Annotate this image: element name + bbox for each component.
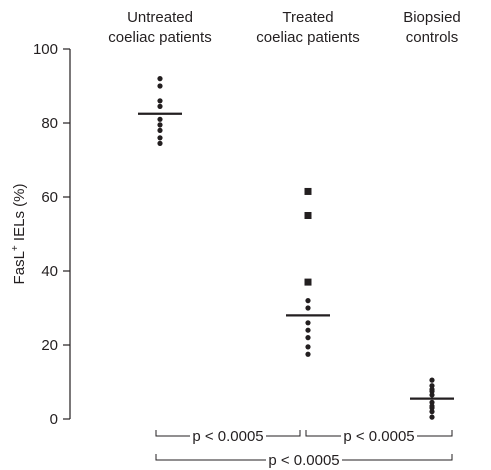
median-lines xyxy=(138,112,454,400)
group-labels: Untreated coeliac patients Treated coeliac … xyxy=(108,9,460,46)
y-tick-label: 100 xyxy=(33,41,58,58)
y-tick-label: 80 xyxy=(41,115,58,132)
data-point xyxy=(305,327,311,333)
data-point xyxy=(305,335,311,341)
data-point-square xyxy=(304,212,312,219)
data-point xyxy=(305,351,311,357)
data-point xyxy=(305,320,311,326)
data-points xyxy=(157,76,435,420)
p-value-label: p < 0.0005 xyxy=(343,428,414,445)
data-point xyxy=(157,122,163,128)
group-label: coeliac patients xyxy=(256,29,359,46)
p-value-label: p < 0.0005 xyxy=(268,452,339,469)
bracket-right xyxy=(342,454,453,461)
data-point xyxy=(157,116,163,122)
data-point xyxy=(429,409,435,415)
y-tick-label: 20 xyxy=(41,337,58,354)
bracket-left xyxy=(305,430,341,437)
data-point xyxy=(429,383,435,389)
data-point xyxy=(305,344,311,350)
group-label: controls xyxy=(406,29,459,46)
y-axis: 0 20 40 60 80 100 FasL+ IELs (%) xyxy=(10,41,71,428)
data-point xyxy=(157,140,163,146)
y-axis-title: FasL+ IELs (%) xyxy=(10,184,28,285)
y-tick-label: 60 xyxy=(41,189,58,206)
p-value-label: p < 0.0005 xyxy=(192,428,263,445)
data-point xyxy=(429,414,435,420)
data-point xyxy=(157,76,163,82)
data-point-square xyxy=(304,278,312,286)
bracket-right xyxy=(266,430,301,437)
data-point xyxy=(157,103,163,109)
data-point xyxy=(157,98,163,104)
data-point xyxy=(429,392,435,398)
group-label: Biopsied xyxy=(403,9,461,26)
data-point xyxy=(429,388,435,394)
data-point xyxy=(157,127,163,133)
data-point xyxy=(305,305,311,311)
bracket-left xyxy=(155,454,266,461)
group-label: Untreated xyxy=(127,9,193,26)
bracket-right xyxy=(417,430,453,437)
data-point-square xyxy=(304,187,312,195)
data-point xyxy=(157,83,163,89)
data-point xyxy=(429,399,435,405)
bracket-left xyxy=(155,430,190,437)
data-point xyxy=(157,135,163,141)
data-point xyxy=(429,405,435,411)
group-label: Treated xyxy=(282,9,333,26)
y-tick-label: 40 xyxy=(41,263,58,280)
data-point xyxy=(305,298,311,304)
group-label: coeliac patients xyxy=(108,29,211,46)
data-point xyxy=(429,377,435,383)
y-tick-label: 0 xyxy=(50,411,58,428)
